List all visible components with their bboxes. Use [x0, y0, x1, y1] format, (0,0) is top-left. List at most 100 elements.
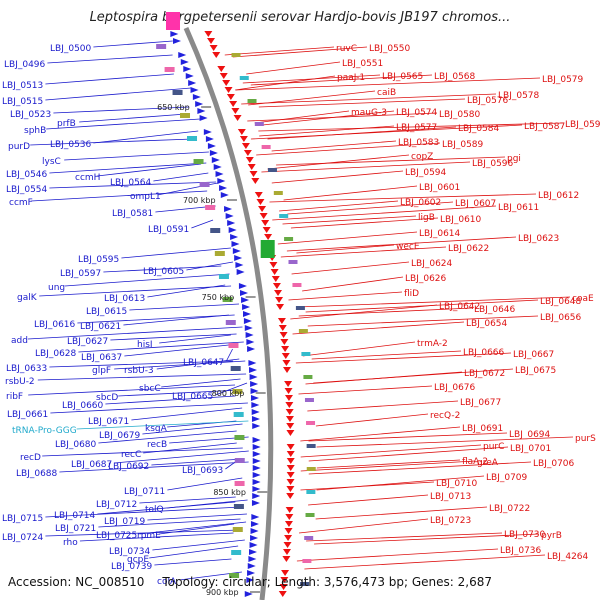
gene-label-right: mauG-3 — [351, 108, 387, 118]
forward-gene-arrow — [247, 570, 256, 576]
leader-line — [250, 74, 433, 86]
forward-gene-arrow — [252, 493, 261, 499]
leader-line — [131, 407, 243, 421]
gene-label-left: LBJ_0613 — [104, 294, 145, 304]
reverse-gene-arrow — [256, 199, 265, 205]
forward-gene-arrow — [183, 66, 192, 72]
leader-line — [288, 291, 403, 301]
leader-line — [156, 358, 240, 370]
gene-label-right: flaA-2 — [462, 457, 488, 467]
gene-label-right: ruvC — [336, 44, 357, 54]
gene-label-left: galK — [17, 293, 38, 303]
leader-line — [154, 558, 232, 566]
gene-label-left: ksgA — [145, 424, 168, 434]
gene-label-right: LBJ_0626 — [405, 274, 447, 284]
forward-gene-arrow — [250, 535, 259, 541]
leader-line — [98, 518, 241, 528]
forward-gene-arrow — [185, 73, 194, 79]
gene-block — [306, 444, 316, 448]
gene-label-right: LBJ_0710 — [436, 479, 478, 489]
reverse-gene-arrow — [284, 395, 293, 401]
leader-line — [47, 54, 173, 64]
leader-line — [114, 450, 249, 464]
scale-tick-label: 700 kbp — [183, 196, 216, 205]
gene-block — [288, 260, 298, 264]
gene-label-left: LBJ_0680 — [55, 440, 97, 450]
gene-label-right: LBJ_0672 — [464, 369, 505, 379]
reverse-gene-arrow — [282, 556, 291, 562]
leader-line — [78, 341, 244, 353]
leader-line — [250, 124, 523, 140]
reverse-gene-arrow — [283, 542, 292, 548]
forward-gene-arrow — [248, 360, 257, 366]
reverse-gene-arrow — [279, 332, 288, 338]
gene-block — [284, 237, 294, 241]
forward-gene-arrow — [178, 52, 187, 58]
gene-label-left: gcpE — [127, 555, 149, 565]
leader-line — [277, 231, 418, 245]
leader-line — [295, 352, 512, 364]
gene-label-left: LBJ_0739 — [111, 562, 153, 572]
gene-block — [234, 458, 245, 463]
gene-label-left: LBJ_0554 — [6, 185, 48, 195]
leader-line — [298, 518, 429, 534]
reverse-gene-arrow — [286, 465, 295, 471]
gene-label-right: LBJ_0568 — [434, 72, 476, 82]
gene-label-right: LBJ_0730 — [504, 530, 546, 540]
gene-label-right: coaE — [572, 294, 594, 304]
leader-line — [31, 190, 208, 202]
scale-tick-label: 850 kbp — [213, 488, 246, 497]
forward-gene-arrow — [249, 542, 258, 548]
reverse-gene-arrow — [251, 178, 260, 184]
forward-gene-arrow — [250, 388, 259, 394]
leader-line — [232, 46, 368, 58]
gene-label-left: recD — [20, 453, 41, 463]
forward-gene-arrow — [251, 409, 260, 415]
forward-gene-arrow — [251, 514, 260, 520]
reverse-gene-arrow — [243, 150, 252, 156]
forward-gene-arrow — [247, 563, 256, 569]
forward-gene-arrow — [188, 80, 197, 86]
reverse-gene-arrow — [285, 416, 294, 422]
leader-line — [313, 368, 514, 384]
reverse-gene-arrow — [285, 514, 294, 520]
reverse-gene-arrow — [254, 192, 263, 198]
reverse-gene-arrow — [286, 472, 295, 478]
leader-line — [307, 400, 459, 412]
reverse-gene-arrow — [279, 584, 288, 590]
leader-line — [186, 261, 234, 271]
gene-label-right: LBJ_0584 — [458, 124, 500, 134]
leader-line — [300, 481, 435, 491]
gene-label-left: rpmE — [137, 531, 161, 541]
gene-label-left: recC — [121, 450, 141, 460]
gene-label-left: prfB — [57, 119, 76, 129]
gene-label-left: LBJ_0637 — [81, 353, 122, 363]
gene-label-right: LBJ_0666 — [463, 348, 505, 358]
gene-label-left: LBJ_0500 — [50, 44, 92, 54]
gene-block — [232, 389, 243, 394]
leader-line — [93, 130, 199, 144]
gene-block — [305, 513, 315, 517]
leader-line — [45, 87, 192, 101]
gene-block — [214, 251, 225, 256]
reverse-gene-arrow — [282, 360, 291, 366]
leader-line — [272, 205, 497, 221]
gene-label-right: LBJ_0646 — [474, 305, 516, 315]
reverse-gene-arrow — [237, 129, 246, 135]
gene-label-right: recQ-2 — [430, 411, 460, 421]
gene-label-left: LBJ_0581 — [112, 209, 153, 219]
gene-label-left: LBJ_0536 — [50, 140, 92, 150]
gene-label-left: glpF — [92, 366, 111, 376]
reverse-gene-arrow — [281, 570, 290, 576]
reverse-gene-arrow — [207, 38, 216, 44]
green-gene-block — [260, 240, 275, 258]
leader-line — [280, 246, 447, 258]
gene-label-right: LBJ_0594 — [405, 168, 447, 178]
gene-label-left: colA — [157, 577, 177, 587]
forward-gene-arrow — [252, 458, 261, 464]
gene-label-right: LBJ_0624 — [411, 259, 453, 269]
gene-label-left: LBJ_0513 — [2, 81, 43, 91]
gene-block — [261, 145, 271, 149]
leader-line — [286, 236, 517, 252]
leader-line — [304, 554, 546, 570]
